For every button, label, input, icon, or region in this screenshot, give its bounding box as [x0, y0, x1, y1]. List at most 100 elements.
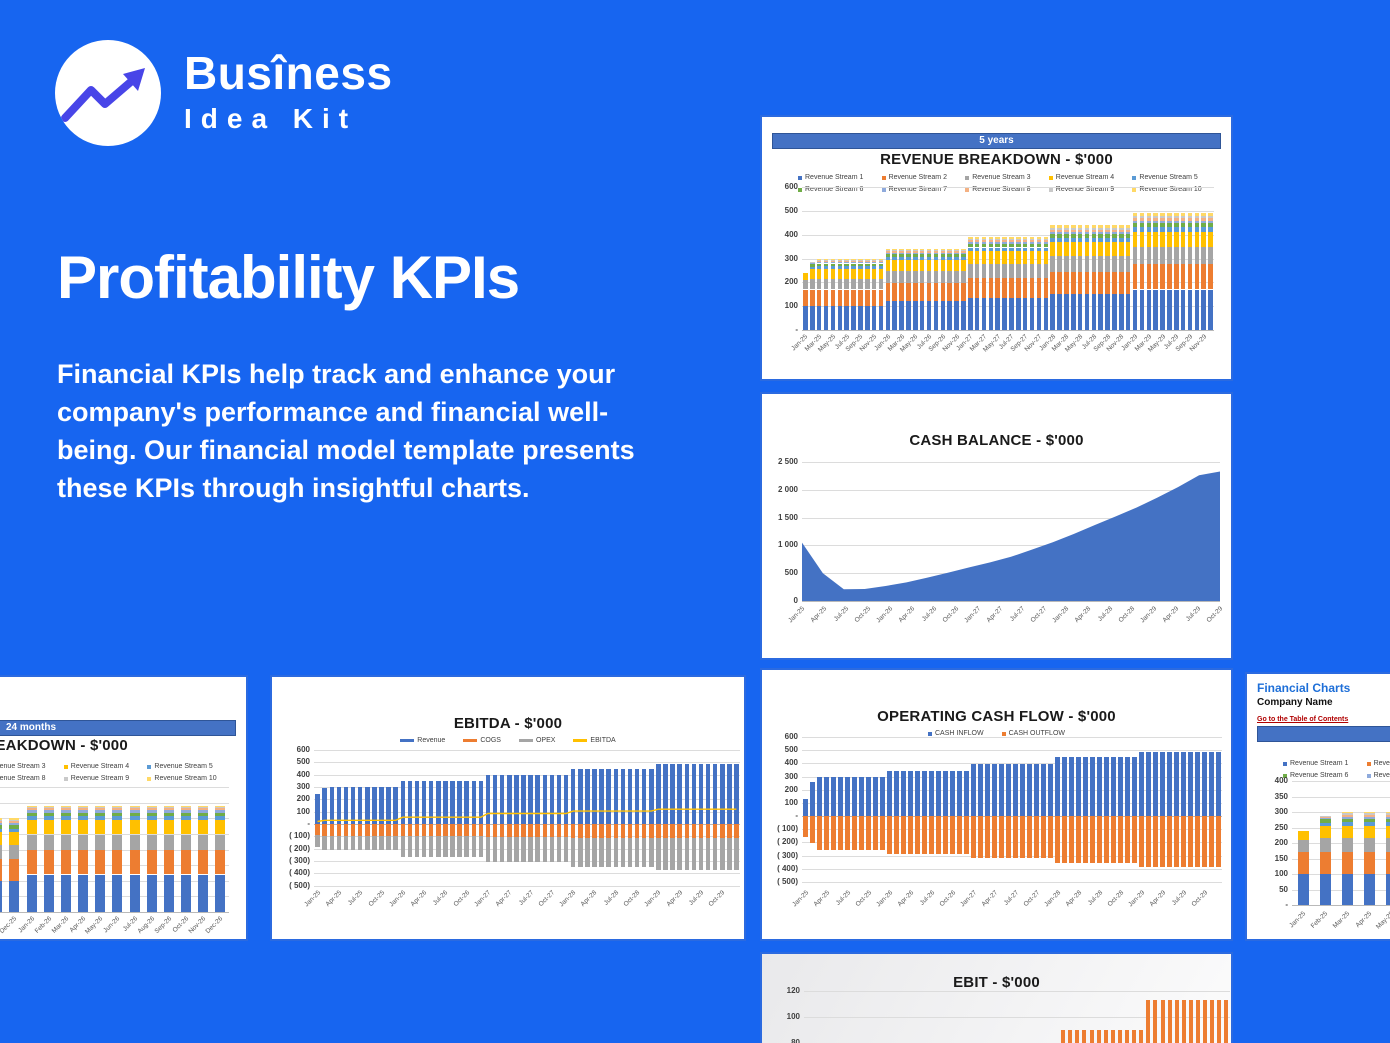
bar-segment: [691, 824, 697, 839]
bar-segment: [1061, 1030, 1066, 1043]
gridline: [802, 750, 1222, 752]
bar-segment: [810, 266, 815, 270]
bar-segment: [892, 249, 897, 251]
bar-segment: [1034, 764, 1039, 816]
bar-segment: [1363, 816, 1375, 819]
bar-segment: [357, 787, 363, 824]
bar-segment: [858, 262, 863, 264]
bar-segment: [851, 259, 856, 261]
chart-title: REVENUE BREAKDOWN - $'000: [880, 151, 1113, 168]
bar-segment: [478, 824, 484, 837]
bar-segment: [1174, 751, 1179, 816]
bar-segment: [922, 816, 927, 855]
bar-segment: [1048, 764, 1053, 816]
bar-segment: [1084, 238, 1090, 242]
bar-segment: [906, 257, 911, 260]
bar-segment: [1363, 852, 1375, 874]
bar-segment: [901, 816, 906, 855]
bar-segment: [712, 838, 718, 871]
bar-segment: [627, 769, 633, 824]
bar-segment: [894, 816, 899, 855]
bar-segment: [906, 250, 911, 253]
bar-segment: [78, 806, 89, 809]
bar-segment: [1341, 818, 1353, 823]
bar-segment: [485, 775, 491, 824]
bar-segment: [1132, 220, 1138, 223]
bar-segment: [1110, 1030, 1115, 1043]
bar-segment: [871, 260, 877, 262]
bar-segment: [1043, 297, 1048, 330]
bar-segment: [810, 816, 815, 843]
legend-item: Revenue Stream 3: [965, 174, 1049, 181]
page-description: Financial KPIs help track and enhance yo…: [57, 359, 635, 503]
legend-marker: [1048, 187, 1053, 192]
bar-segment: [535, 824, 540, 837]
bar-segment: [933, 249, 939, 251]
bar-segment: [1188, 816, 1193, 868]
bar-segment: [844, 258, 849, 260]
bar-segment: [428, 824, 434, 837]
bar-segment: [1188, 751, 1193, 816]
bar-segment: [1098, 234, 1103, 239]
gridline: [802, 855, 1222, 857]
bar-segment: [1013, 816, 1018, 859]
bar-segment: [1036, 264, 1042, 278]
bar-segment: [954, 252, 959, 255]
bar-segment: [974, 237, 980, 239]
bar-segment: [698, 824, 704, 839]
gridline: [314, 799, 740, 801]
bar-segment: [919, 249, 925, 251]
bar-segment: [9, 858, 20, 881]
bar-segment: [1125, 238, 1131, 242]
bar-segment: [1077, 228, 1083, 230]
bar-segment: [1194, 289, 1200, 330]
bar-segment: [129, 810, 140, 813]
bar-segment: [1057, 234, 1062, 239]
bar-segment: [1209, 751, 1214, 816]
y-axis-tick: 1 500: [777, 512, 798, 522]
bar-segment: [823, 259, 829, 261]
legend-label: Revenue Stream 10: [154, 775, 217, 782]
bar-segment: [992, 764, 997, 816]
gridline: [1292, 812, 1390, 813]
bar-segment: [1125, 225, 1131, 228]
bar-segment: [845, 816, 850, 850]
legend-label: CASH OUTFLOW: [1008, 730, 1065, 737]
bar-segment: [919, 259, 925, 271]
bar-segment: [1187, 289, 1193, 330]
bar-segment: [899, 257, 904, 260]
legend-label: Revenue Stream 4: [1055, 174, 1115, 181]
bar-segment: [1139, 220, 1145, 223]
bar-segment: [60, 808, 71, 811]
bar-segment: [95, 810, 106, 813]
bar-segment: [878, 262, 884, 264]
bar-segment: [1064, 229, 1069, 233]
bar-segment: [163, 816, 174, 821]
bar-segment: [1180, 218, 1186, 221]
bar-segment: [803, 272, 808, 280]
legend-label: Revenue Stream 6: [1290, 772, 1349, 779]
bar-segment: [1091, 271, 1097, 295]
bar-segment: [656, 824, 661, 839]
bar-segment: [1210, 1000, 1215, 1043]
bar-segment: [851, 262, 856, 264]
bar-segment: [954, 270, 959, 283]
bar-segment: [670, 824, 675, 839]
bar-segment: [1194, 263, 1200, 290]
gridline: [1292, 781, 1390, 782]
bar-segment: [563, 824, 569, 837]
bar-segment: [1194, 247, 1200, 264]
bar-segment: [844, 266, 849, 270]
bar-segment: [1091, 238, 1097, 242]
legend-item: Revenue Stream 1: [798, 174, 882, 181]
bar-segment: [1043, 239, 1048, 241]
toc-link[interactable]: Go to the Table of Contents: [1257, 716, 1349, 724]
bar-segment: [865, 259, 870, 261]
bar-segment: [1208, 231, 1213, 248]
bar-segment: [995, 242, 1000, 245]
bar-segment: [1201, 231, 1206, 248]
bar-segment: [1091, 234, 1097, 239]
bar-segment: [1084, 232, 1090, 235]
bar-segment: [215, 850, 226, 875]
